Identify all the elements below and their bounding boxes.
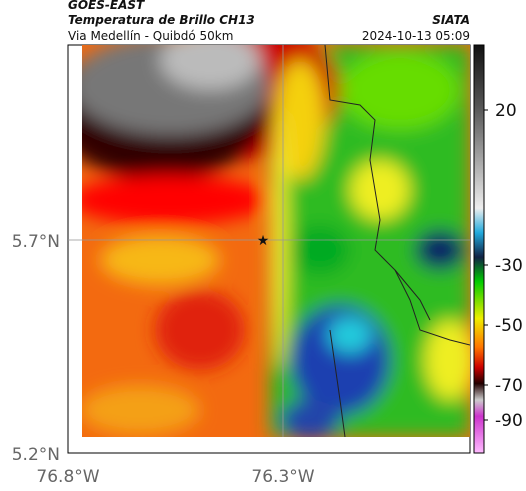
colorbar [473, 44, 485, 454]
colorbar-tick-label: -50 [495, 316, 523, 336]
lon-label: 76.8°W [36, 467, 99, 487]
colorbar-tick-label: -90 [495, 411, 523, 431]
satellite-name: GOES-EAST [68, 0, 145, 12]
colorbar-tick-label: -30 [495, 256, 523, 276]
datetime: 2024-10-13 05:09 [362, 29, 470, 43]
brightness-field [82, 45, 470, 437]
border [324, 45, 470, 346]
colorbar-tick-label: 20 [495, 101, 517, 121]
source: SIATA [432, 13, 470, 27]
lat-label: 5.2°N [12, 445, 60, 465]
title: Temperatura de Brillo CH13 [68, 13, 255, 27]
border [329, 269, 431, 437]
lon-label: 76.3°W [251, 467, 314, 487]
city-marker: ★ [257, 233, 270, 249]
colorbar-tick-label: -70 [495, 376, 523, 396]
subtitle: Via Medellín - Quibdó 50km [68, 29, 233, 43]
lat-label: 5.7°N [12, 232, 60, 252]
colorbar-ticks [484, 109, 488, 421]
